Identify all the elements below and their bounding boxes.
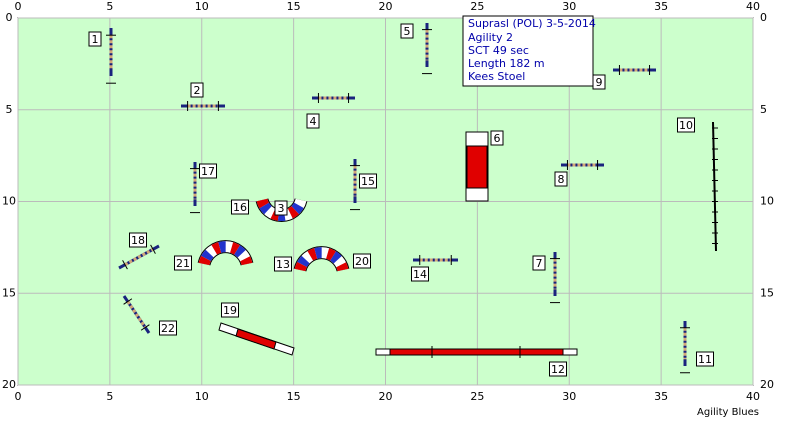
y-tick-label-right: 0 (760, 11, 767, 24)
x-tick-label-bottom: 15 (287, 390, 301, 403)
info-judge: Kees Stoel (468, 70, 525, 83)
x-tick-label-bottom: 10 (195, 390, 209, 403)
jump-wing (150, 244, 156, 254)
obstacle-label-box (199, 163, 217, 179)
jump-wing (122, 260, 128, 270)
jump-wing (123, 298, 133, 305)
y-tick-label-left: 15 (2, 286, 16, 299)
jump-wing (140, 324, 150, 331)
x-tick-label-bottom: 30 (562, 390, 576, 403)
obstacle-label-box (532, 255, 546, 271)
obstacle-number: 9 (596, 76, 603, 89)
obstacle-label-box (274, 200, 288, 216)
obstacle-label-box (88, 31, 102, 47)
y-tick-label-right: 15 (760, 286, 774, 299)
obstacle-number: 19 (223, 304, 237, 317)
obstacle-label-box (306, 113, 320, 129)
x-tick-label-top: 0 (15, 0, 22, 13)
y-tick-label-left: 0 (6, 11, 13, 24)
obstacle-label-box (274, 256, 292, 272)
aframe-contact (466, 145, 488, 189)
x-tick-label-top: 35 (654, 0, 668, 13)
obstacle-label-box (174, 255, 192, 271)
y-tick-label-right: 20 (760, 378, 774, 391)
obstacle-number: 11 (698, 353, 712, 366)
obstacle-label-box (554, 171, 568, 187)
x-tick-label-top: 25 (470, 0, 484, 13)
obstacle-number: 10 (679, 119, 693, 132)
obstacle-number: 18 (131, 234, 145, 247)
obstacle-number: 22 (161, 322, 175, 335)
footer: Agility Blues (697, 407, 759, 418)
x-tick-label-top: 30 (562, 0, 576, 13)
x-tick-label-top: 10 (195, 0, 209, 13)
obstacle-number: 1 (92, 33, 99, 46)
obstacle-number: 12 (551, 363, 565, 376)
x-tick-label-bottom: 40 (746, 390, 760, 403)
y-tick-label-right: 10 (760, 195, 774, 208)
obstacle-label-box (677, 117, 695, 133)
obstacle-number: 4 (310, 115, 317, 128)
x-tick-label-bottom: 25 (470, 390, 484, 403)
obstacle-label-box (129, 232, 147, 248)
y-tick-label-right: 5 (760, 103, 767, 116)
obstacle-number: 2 (194, 84, 201, 97)
obstacle-number: 6 (494, 132, 501, 145)
x-tick-label-bottom: 20 (379, 390, 393, 403)
obstacle-number: 3 (278, 202, 285, 215)
y-tick-label-left: 10 (2, 195, 16, 208)
dogwalk (389, 348, 564, 356)
info-class: Agility 2 (468, 31, 513, 44)
info-sct: SCT 49 sec (468, 44, 529, 57)
obstacle-number: 17 (201, 165, 215, 178)
obstacle-number: 20 (355, 255, 369, 268)
obstacle-number: 14 (413, 268, 427, 281)
x-tick-label-top: 40 (746, 0, 760, 13)
y-tick-label-left: 20 (2, 378, 16, 391)
y-tick-label-left: 5 (6, 103, 13, 116)
obstacle-label-box (490, 130, 504, 146)
info-frame (462, 15, 594, 87)
obstacle-number: 13 (276, 258, 290, 271)
x-tick-label-top: 5 (106, 0, 113, 13)
obstacle-number: 21 (176, 257, 190, 270)
obstacle-label-box (549, 361, 567, 377)
weave (712, 121, 717, 252)
obstacle-label-box (231, 199, 249, 215)
info-event: Suprasl (POL) 3-5-2014 (468, 17, 596, 30)
obstacle-label-box (400, 23, 414, 39)
x-tick-label-top: 15 (287, 0, 301, 13)
obstacle-number: 16 (233, 201, 247, 214)
obstacle-label-box (190, 82, 204, 98)
jump-pole (126, 300, 147, 329)
x-tick-label-top: 20 (379, 0, 393, 13)
jump-pole (124, 247, 154, 267)
obstacle-label-box (159, 320, 177, 336)
obstacle-label-box (353, 253, 371, 269)
x-tick-label-bottom: 0 (15, 390, 22, 403)
seesaw-mid (235, 328, 277, 350)
obstacle-label-box (696, 351, 714, 367)
tunnel-blue (294, 247, 349, 272)
tunnel-blue (198, 241, 253, 266)
obstacle-label-box (221, 302, 239, 318)
obstacle-number: 8 (558, 173, 565, 186)
x-tick-label-bottom: 5 (106, 390, 113, 403)
obstacle-label-box (411, 266, 429, 282)
obstacle-label-box (359, 173, 377, 189)
obstacle-number: 7 (536, 257, 543, 270)
obstacle-number: 5 (404, 25, 411, 38)
obstacle-number: 15 (361, 175, 375, 188)
info-box: Suprasl (POL) 3-5-2014 Agility 2 SCT 49 … (462, 15, 596, 87)
x-tick-label-bottom: 35 (654, 390, 668, 403)
info-length: Length 182 m (468, 57, 545, 70)
